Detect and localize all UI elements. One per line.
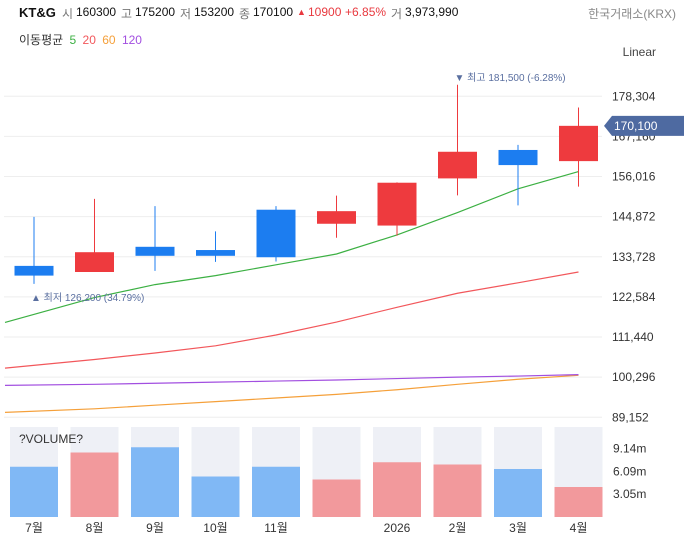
ma-line-ma60 [4,374,579,413]
max-price-annotation: ▼ 최고 181,500 (-6.28%) [455,72,566,84]
x-tick-label: 2월 [449,521,467,535]
low-label: 저 [180,7,192,21]
candle-down [135,246,175,256]
y-tick-label: 178,304 [612,89,656,103]
volume-tick-label: 6.09m [613,464,646,478]
volume-value: 3,973,990 [405,5,459,19]
x-tick-label: 4월 [570,521,588,535]
current-price-label: 170,100 [614,119,658,133]
x-tick-label: 3월 [509,521,527,535]
quote-header: KT&G 시 160300 고 175200 저 153200 종 170100… [0,0,690,26]
x-tick-label: 11월 [264,521,288,535]
x-tick-label: 7월 [25,521,43,535]
y-tick-label: 133,728 [612,250,656,264]
candle-up [438,151,477,179]
low-value: 153200 [194,5,235,19]
ma-20-label: 20 [82,33,96,47]
candle-down [14,265,54,276]
volume-bar [312,479,361,517]
y-tick-label: 156,016 [612,170,656,184]
ma-120-label: 120 [121,33,142,47]
candle-up [75,252,114,272]
x-tick-label: 2026 [384,521,411,535]
ma-line-ma120 [4,374,579,386]
x-tick-label: 10월 [203,521,227,535]
volume-title: ?VOLUME? [19,432,83,446]
change-percent: +6.85% [345,5,387,19]
x-tick-label: 9월 [146,521,164,535]
candle-up [377,182,417,226]
x-tick-label: 8월 [86,521,104,535]
volume-tick-label: 9.14m [613,441,646,455]
close-value: 170100 [253,5,294,19]
y-tick-label: 89,152 [612,410,649,424]
volume-bar [554,487,603,517]
open-label: 시 [62,7,74,21]
high-label: 고 [121,7,133,21]
ma-5-label: 5 [69,33,77,47]
ma-line-ma5 [4,170,579,323]
change-up-icon: ▲ [297,7,306,17]
volume-bar [10,466,58,517]
volume-bar [131,447,179,517]
ma-line-ma20 [4,271,579,369]
ticker-symbol[interactable]: KT&G [19,5,56,20]
volume-bar [373,462,421,517]
volume-bar [494,469,542,517]
open-value: 160300 [76,5,117,19]
y-tick-label: 111,440 [612,330,654,344]
high-value: 175200 [135,5,176,19]
current-price-tag [604,115,684,136]
y-tick-label: 144,872 [612,210,656,224]
volume-bar [252,466,300,517]
min-price-annotation: ▲ 최저 126,200 (34.79%) [31,292,144,304]
volume-label: 거 [391,7,403,21]
candle-up [317,211,356,224]
candle-down [196,250,235,256]
volume-tick-label: 3.05m [613,487,646,501]
y-tick-label: 122,584 [612,290,656,304]
ma-60-label: 60 [102,33,116,47]
volume-bar [70,452,119,517]
candle-down [256,209,296,258]
close-label: 종 [239,7,251,21]
ma-legend: 이동평균 5 20 60 120 [19,31,145,48]
candle-down [498,149,538,166]
change-value: 10900 [308,5,342,19]
volume-bar [191,476,240,517]
exchange-name: 한국거래소(KRX) [588,7,676,21]
y-tick-label: 100,296 [612,370,656,384]
candle-up [559,125,598,162]
ma-legend-label[interactable]: 이동평균 [19,33,64,47]
volume-bar [433,464,482,517]
scale-mode-toggle[interactable]: Linear [622,45,656,59]
